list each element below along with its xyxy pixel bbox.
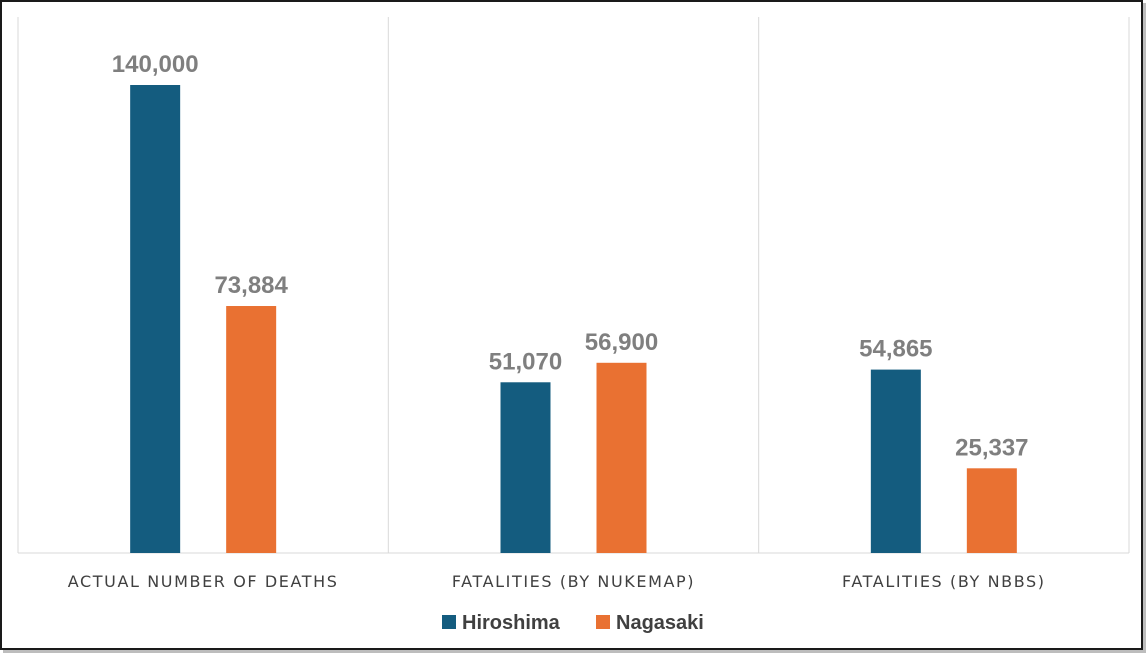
data-label: 51,070	[489, 348, 562, 375]
category-label: FATALITIES (BY NUKEMAP)	[452, 572, 695, 591]
legend-label: Hiroshima	[462, 612, 561, 634]
data-label: 25,337	[955, 434, 1028, 461]
bar-hiroshima	[870, 369, 921, 553]
legend-swatch-nagasaki	[596, 615, 610, 629]
legend-swatch-hiroshima	[442, 615, 456, 629]
category-label: FATALITIES (BY NBBS)	[842, 572, 1046, 591]
legend-label: Nagasaki	[616, 612, 704, 634]
bar-hiroshima	[130, 85, 181, 553]
bar-nagasaki	[596, 362, 647, 553]
data-label: 73,884	[214, 272, 288, 299]
category-label: ACTUAL NUMBER OF DEATHS	[68, 572, 339, 591]
data-label: 140,000	[112, 51, 199, 78]
bar-nagasaki	[226, 306, 277, 553]
bar-hiroshima	[500, 382, 551, 553]
data-label: 56,900	[585, 329, 658, 356]
data-label: 54,865	[859, 336, 932, 363]
bar-nagasaki	[966, 468, 1017, 553]
